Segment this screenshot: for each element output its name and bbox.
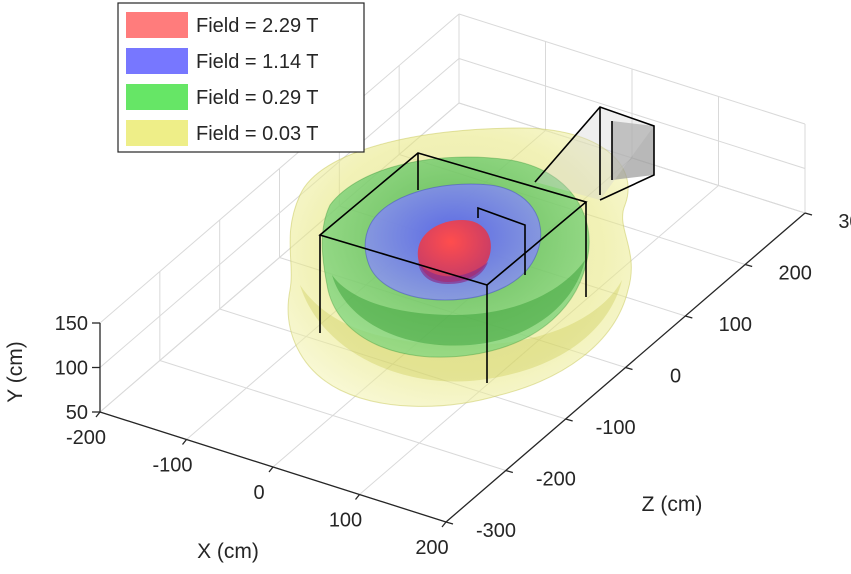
isosurface-0.29T-lower — [332, 260, 585, 346]
x-tick-label: -100 — [152, 455, 192, 477]
magnet-box — [318, 106, 655, 383]
isosurface-2.29T-shadow — [418, 262, 488, 284]
legend-swatch — [126, 12, 188, 38]
z-tick-label: -200 — [536, 469, 576, 491]
x-axis-label: X (cm) — [197, 540, 259, 563]
z-tick-mark — [625, 366, 633, 371]
x-tick-label: 200 — [415, 537, 448, 559]
side-wall-grid-y — [458, 58, 806, 169]
x-tick-mark — [354, 494, 361, 500]
legend-label: Field = 1.14 T — [196, 51, 318, 73]
z-tick-label: 200 — [778, 263, 811, 285]
side-wall-grid-y — [458, 13, 806, 125]
floor-grid-z — [159, 360, 506, 471]
z-tick-labels: -300 -200 -100 0 100 200 300 — [476, 211, 851, 542]
legend-swatch — [126, 120, 188, 146]
z-tick-mark — [505, 469, 514, 474]
z-tick-label: 0 — [670, 366, 681, 388]
back-wall-grid-y — [99, 13, 460, 324]
isosurface-2.29T — [417, 220, 491, 282]
z-axis-label: Z (cm) — [642, 493, 703, 516]
port-top-face — [535, 107, 654, 200]
x-tick-label: 0 — [253, 482, 264, 504]
y-tick-label: 150 — [55, 313, 88, 335]
y-tick-label: 100 — [55, 358, 88, 380]
legend: Field = 2.29 T Field = 1.14 T Field = 0.29… — [117, 2, 365, 153]
x-tick-mark — [268, 466, 274, 473]
x-tick-mark — [95, 411, 101, 418]
z-tick-label: -300 — [476, 520, 516, 542]
x-tick-labels: -200 -100 0 100 200 — [66, 427, 449, 559]
z-tick-label: 300 — [838, 211, 851, 233]
legend-label: Field = 0.03 T — [196, 123, 318, 145]
y-tick-labels: 50 100 150 — [55, 313, 88, 424]
z-tick-label: -100 — [596, 417, 636, 439]
isosurfaces — [287, 127, 632, 407]
port-side-face — [612, 121, 654, 180]
z-tick-mark — [565, 418, 573, 422]
legend-label: Field = 0.29 T — [196, 87, 318, 109]
y-tick-label: 50 — [66, 402, 88, 424]
z-tick-mark — [804, 212, 813, 216]
back-wall-grid-y — [99, 58, 460, 368]
legend-swatch — [126, 84, 188, 110]
axes-lines — [92, 212, 813, 528]
z-tick-mark — [744, 263, 753, 268]
z-tick-label: 100 — [719, 314, 752, 336]
isosurface-0.03T-lower — [300, 280, 622, 382]
z-tick-mark — [685, 315, 693, 319]
y-axis-label: Y (cm) — [4, 341, 27, 402]
x-tick-mark — [181, 439, 188, 445]
x-tick-label: 100 — [329, 510, 362, 532]
x-tick-mark — [441, 521, 447, 528]
legend-label: Field = 2.29 T — [196, 15, 318, 37]
z-tick-mark — [445, 521, 454, 525]
legend-swatch — [126, 48, 188, 74]
x-tick-label: -200 — [66, 427, 106, 449]
